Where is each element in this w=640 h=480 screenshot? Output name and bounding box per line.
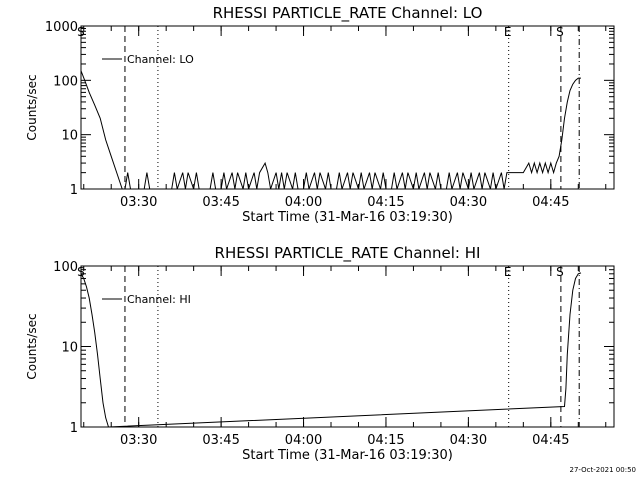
x-tick-label: 03:45 — [202, 433, 239, 448]
x-tick-label: 04:30 — [450, 195, 487, 210]
legend-label: Channel: HI — [127, 293, 191, 306]
x-tick-label: 04:00 — [285, 195, 322, 210]
x-tick-label: 03:30 — [120, 195, 157, 210]
y-tick-label: 1 — [70, 421, 78, 436]
x-axis-label: Start Time (31-Mar-16 03:19:30) — [242, 210, 453, 225]
y-tick-label: 100 — [53, 74, 78, 89]
chart-panel-1: RHESSI PARTICLE_RATE Channel: LO Start Ti… — [25, 4, 615, 225]
series-line — [81, 70, 581, 189]
x-tick-label: 04:15 — [367, 195, 404, 210]
event-marker-label: S — [77, 265, 85, 279]
event-marker-label: S — [556, 25, 564, 39]
event-marker-label: S — [556, 265, 564, 279]
plot-frame — [80, 265, 615, 428]
series-line — [81, 272, 582, 427]
y-tick-label: 100 — [53, 260, 78, 275]
chart-panel-2: RHESSI PARTICLE_RATE Channel: HI Start Ti… — [25, 244, 615, 463]
x-tick-label: 04:15 — [367, 433, 404, 448]
event-marker-label: E — [504, 265, 512, 279]
plot-frame — [80, 25, 615, 190]
y-tick-label: 1 — [70, 183, 78, 198]
legend-label: Channel: LO — [127, 53, 194, 66]
x-axis-label: Start Time (31-Mar-16 03:19:30) — [242, 448, 453, 463]
event-marker-label: E — [504, 25, 512, 39]
y-axis-label: Counts/sec — [25, 313, 39, 379]
y-tick-label: 1000 — [45, 20, 78, 35]
timestamp-stamp: 27-Oct-2021 00:50 — [569, 466, 636, 474]
event-marker-label: S — [77, 25, 85, 39]
x-tick-label: 04:30 — [450, 433, 487, 448]
x-tick-label: 04:45 — [532, 433, 569, 448]
y-tick-label: 10 — [61, 341, 78, 356]
x-tick-label: 04:00 — [285, 433, 322, 448]
y-axis-label: Counts/sec — [25, 74, 39, 140]
chart-title: RHESSI PARTICLE_RATE Channel: HI — [215, 244, 481, 263]
x-tick-label: 03:30 — [120, 433, 157, 448]
y-tick-label: 10 — [61, 129, 78, 144]
x-tick-label: 03:45 — [202, 195, 239, 210]
chart-title: RHESSI PARTICLE_RATE Channel: LO — [213, 4, 483, 23]
x-tick-label: 04:45 — [532, 195, 569, 210]
